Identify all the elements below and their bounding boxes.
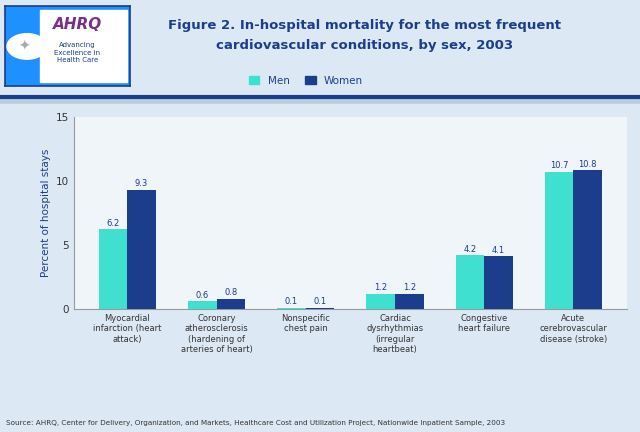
Text: Advancing
Excellence in
Health Care: Advancing Excellence in Health Care bbox=[54, 42, 100, 64]
Text: 10.8: 10.8 bbox=[579, 160, 597, 169]
Bar bbox=[573, 171, 602, 309]
Text: 4.2: 4.2 bbox=[463, 245, 477, 254]
Bar bbox=[545, 172, 573, 309]
Bar bbox=[188, 301, 216, 309]
Bar bbox=[216, 299, 245, 309]
Text: Source: AHRQ, Center for Delivery, Organization, and Markets, Healthcare Cost an: Source: AHRQ, Center for Delivery, Organ… bbox=[6, 419, 506, 426]
Text: ✦: ✦ bbox=[18, 39, 29, 54]
Text: 0.1: 0.1 bbox=[285, 297, 298, 306]
Bar bbox=[99, 229, 127, 309]
Bar bbox=[456, 255, 484, 309]
Text: 0.8: 0.8 bbox=[224, 288, 237, 297]
Bar bbox=[395, 293, 424, 309]
Bar bbox=[40, 10, 127, 83]
Text: 1.2: 1.2 bbox=[403, 283, 416, 292]
Text: 6.2: 6.2 bbox=[106, 219, 120, 228]
Text: 0.6: 0.6 bbox=[196, 291, 209, 300]
Text: Figure 2. In-hospital mortality for the most frequent: Figure 2. In-hospital mortality for the … bbox=[168, 19, 561, 32]
Text: 10.7: 10.7 bbox=[550, 161, 568, 170]
Bar bbox=[484, 256, 513, 309]
Bar bbox=[277, 308, 306, 309]
Circle shape bbox=[7, 34, 47, 59]
Text: AHRQ: AHRQ bbox=[53, 16, 102, 32]
Text: 4.1: 4.1 bbox=[492, 246, 505, 255]
Legend: Men, Women: Men, Women bbox=[249, 76, 363, 86]
Bar bbox=[127, 190, 156, 309]
Bar bbox=[367, 293, 395, 309]
Y-axis label: Percent of hospital stays: Percent of hospital stays bbox=[42, 149, 51, 277]
Text: 9.3: 9.3 bbox=[135, 179, 148, 188]
Text: 1.2: 1.2 bbox=[374, 283, 387, 292]
Text: 0.1: 0.1 bbox=[314, 297, 326, 306]
Text: cardiovascular conditions, by sex, 2003: cardiovascular conditions, by sex, 2003 bbox=[216, 39, 513, 52]
Bar bbox=[306, 308, 334, 309]
